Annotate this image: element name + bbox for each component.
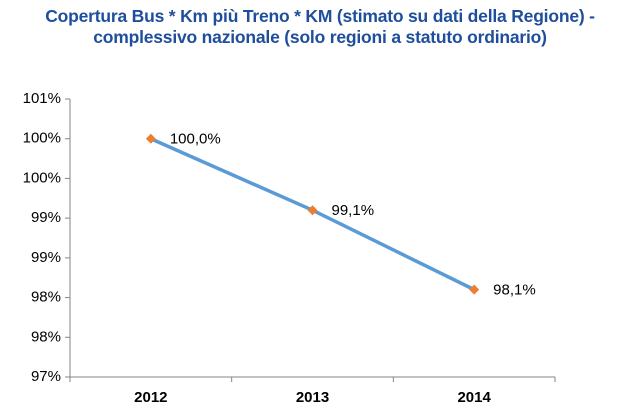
y-tick-label: 99%	[31, 249, 61, 266]
x-tick-label: 2014	[457, 389, 491, 406]
y-tick-label: 98%	[31, 328, 61, 345]
data-label: 99,1%	[332, 202, 375, 219]
data-label: 98,1%	[493, 282, 536, 299]
marker	[307, 205, 318, 216]
x-tick-label: 2012	[134, 389, 167, 406]
y-tick-label: 101%	[23, 90, 61, 107]
y-tick-label: 97%	[31, 368, 61, 385]
y-tick-label: 98%	[31, 289, 61, 306]
chart-title: Copertura Bus * Km più Treno * KM (stima…	[45, 6, 595, 47]
x-tick-label: 2013	[296, 389, 329, 406]
y-tick-label: 99%	[31, 209, 61, 226]
data-label: 100,0%	[170, 131, 221, 148]
marker	[145, 133, 156, 144]
y-tick-label: 100%	[23, 169, 61, 186]
y-tick-label: 100%	[23, 130, 61, 147]
marker	[469, 284, 480, 295]
